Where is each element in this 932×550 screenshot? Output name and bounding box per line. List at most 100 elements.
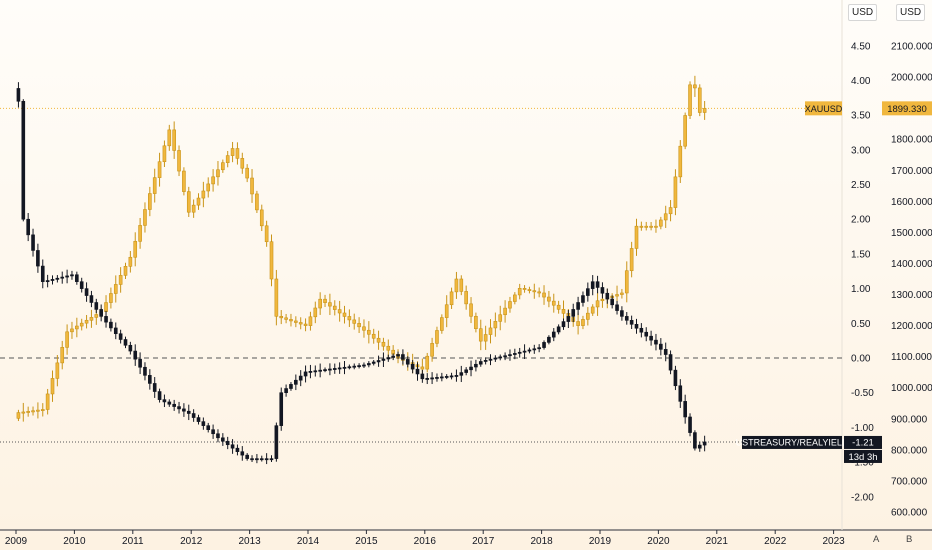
gold-candle bbox=[522, 288, 527, 290]
yield-candle bbox=[401, 354, 405, 360]
time-axis-label: 2023 bbox=[822, 536, 845, 547]
yield-candle bbox=[678, 385, 683, 402]
time-axis-label: 2020 bbox=[647, 536, 670, 547]
gold-candle bbox=[629, 248, 634, 272]
right-scale-tick: 700.000 bbox=[891, 476, 928, 487]
yield-candle bbox=[182, 408, 186, 412]
yield-candle bbox=[449, 375, 454, 378]
yield-candle bbox=[240, 451, 245, 456]
yield-candle bbox=[508, 354, 512, 357]
yield-candle bbox=[415, 368, 420, 375]
yield-candle bbox=[376, 360, 381, 363]
gold-candle bbox=[347, 316, 352, 321]
gold-candle bbox=[133, 241, 138, 258]
yield-candle bbox=[337, 367, 342, 370]
gold-series-name: XAUUSD bbox=[805, 104, 843, 114]
yield-candle bbox=[60, 276, 65, 279]
gold-candle bbox=[337, 309, 342, 314]
yield-candle bbox=[693, 432, 697, 449]
yield-candle bbox=[595, 281, 600, 288]
yield-candle bbox=[697, 444, 702, 449]
right-scale-tick: 600.000 bbox=[891, 508, 928, 519]
gold-candle bbox=[313, 307, 318, 318]
time-axis-label: 2021 bbox=[706, 536, 729, 547]
gold-candle bbox=[269, 241, 274, 280]
gold-candle bbox=[654, 225, 658, 228]
gold-candle bbox=[240, 158, 245, 169]
yield-series-name: USTREASURY/REALYIELD bbox=[736, 437, 849, 447]
yield-candle bbox=[659, 343, 663, 350]
yield-candle bbox=[688, 416, 692, 433]
yield-candle bbox=[65, 275, 69, 278]
second-scale-toggle[interactable]: B bbox=[906, 534, 913, 545]
yield-candle bbox=[303, 371, 308, 377]
yield-candle bbox=[551, 331, 556, 338]
gold-candle bbox=[157, 161, 162, 178]
left-scale-unit-button[interactable]: USD bbox=[848, 4, 878, 21]
yield-candle bbox=[362, 364, 366, 367]
gold-candle bbox=[668, 207, 673, 215]
yield-candle bbox=[420, 373, 425, 380]
gold-candle bbox=[352, 319, 357, 324]
countdown-badge bbox=[844, 449, 882, 463]
gold-candle bbox=[143, 209, 147, 226]
gold-candle bbox=[211, 176, 215, 185]
yield-candle bbox=[152, 383, 157, 392]
yield-candle bbox=[600, 287, 605, 294]
yield-candle bbox=[16, 88, 21, 102]
gold-candle bbox=[595, 300, 600, 308]
yield-candle bbox=[547, 336, 551, 343]
gold-candle bbox=[459, 278, 464, 292]
gold-candle bbox=[615, 294, 619, 297]
gold-candle bbox=[65, 331, 69, 348]
yield-candle bbox=[201, 421, 206, 426]
yield-candle bbox=[50, 279, 55, 281]
left-scale-tick: 1.50 bbox=[851, 249, 871, 260]
gold-candle bbox=[167, 129, 172, 147]
yield-candle bbox=[639, 327, 644, 333]
yield-candle bbox=[478, 361, 483, 365]
yield-candle bbox=[629, 320, 634, 325]
gold-candle bbox=[581, 319, 585, 326]
gold-candle bbox=[186, 191, 191, 213]
yield-candle bbox=[396, 354, 400, 357]
yield-candle bbox=[498, 356, 503, 359]
gold-candle bbox=[308, 316, 313, 326]
yield-candle bbox=[381, 358, 386, 361]
yield-candle bbox=[566, 316, 571, 322]
right-scale-tick: 900.000 bbox=[891, 414, 928, 425]
yield-candle bbox=[391, 355, 395, 358]
gold-last-price-text: 1899.330 bbox=[887, 104, 927, 115]
gold-candle bbox=[75, 325, 79, 330]
yield-candle bbox=[138, 358, 142, 368]
yield-candle bbox=[332, 368, 337, 370]
gold-candle bbox=[498, 314, 503, 322]
gold-candle bbox=[40, 409, 45, 411]
time-axis-label: 2022 bbox=[764, 536, 787, 547]
right-scale-tick: 1200.000 bbox=[891, 321, 932, 332]
right-scale-unit-button[interactable]: USD bbox=[896, 4, 926, 21]
yield-candle bbox=[430, 377, 434, 380]
gold-candle bbox=[551, 300, 556, 306]
yield-candle bbox=[649, 335, 653, 341]
left-scale-tick: -1.50 bbox=[851, 458, 874, 469]
left-scale-tick: 4.50 bbox=[851, 41, 871, 52]
yield-candle bbox=[561, 321, 566, 328]
yield-candle bbox=[624, 316, 629, 321]
right-scale-tick: 2000.000 bbox=[891, 73, 932, 84]
gold-candle bbox=[196, 197, 201, 206]
gold-candle bbox=[328, 302, 332, 307]
gold-candle bbox=[464, 291, 468, 305]
auto-scale-toggle[interactable]: A bbox=[873, 534, 880, 545]
gold-candle bbox=[45, 393, 50, 410]
gold-candle bbox=[221, 162, 225, 171]
gold-candle bbox=[444, 304, 449, 318]
yield-last-value-badge bbox=[844, 435, 882, 449]
yield-candle bbox=[279, 392, 284, 426]
yield-candle bbox=[663, 349, 668, 355]
gold-candle bbox=[556, 304, 561, 310]
gold-candle bbox=[60, 347, 65, 364]
yield-candle bbox=[225, 440, 230, 446]
gold-candle bbox=[537, 291, 541, 294]
